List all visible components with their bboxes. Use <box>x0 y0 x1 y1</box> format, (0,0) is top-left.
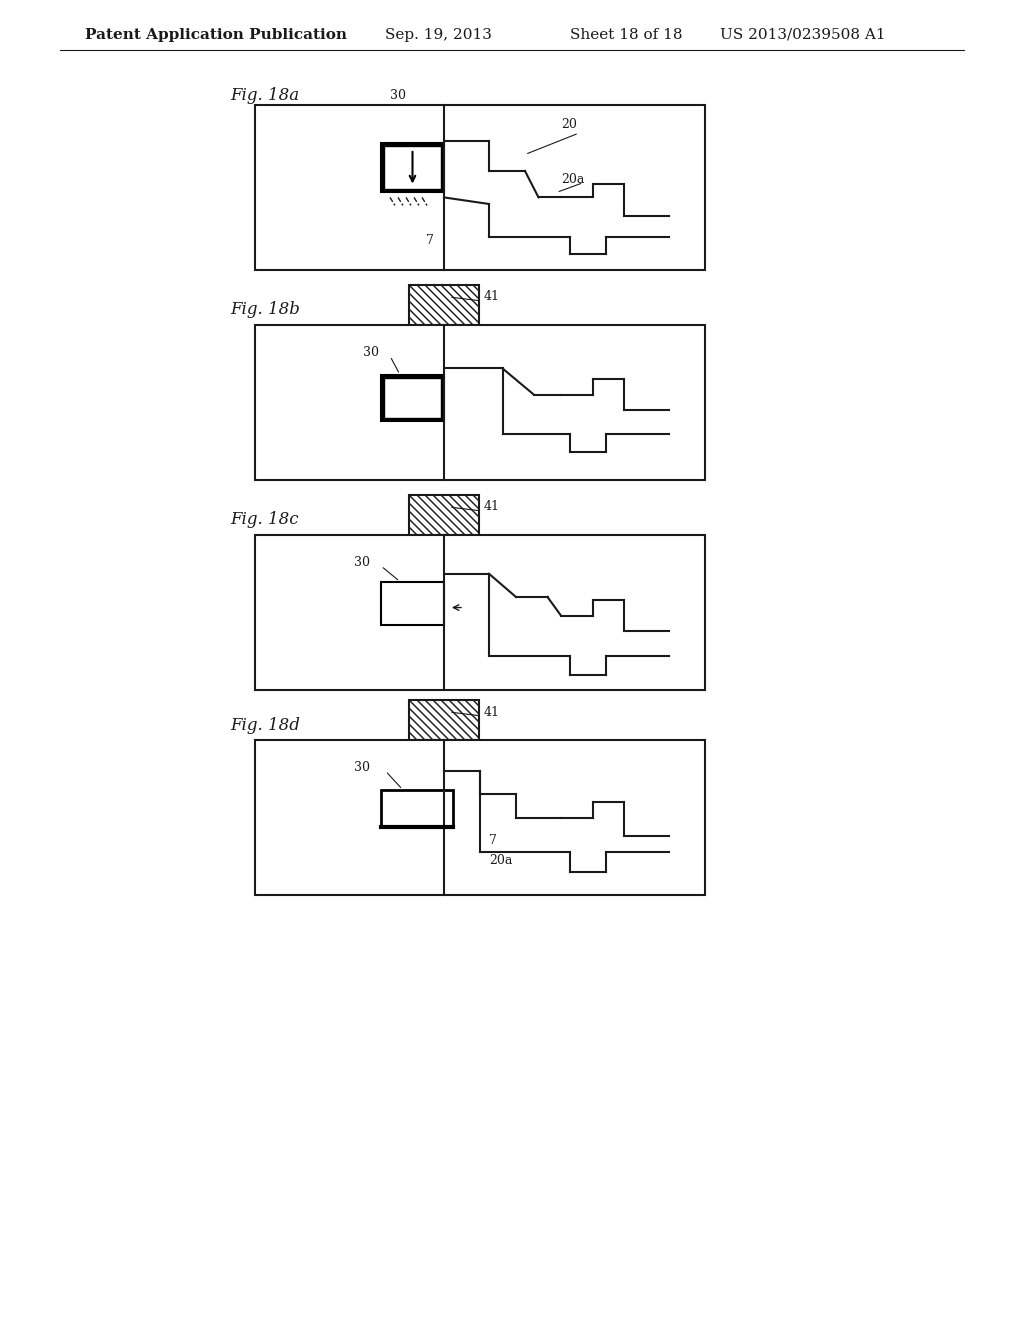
Text: Fig. 18b: Fig. 18b <box>230 301 300 318</box>
Bar <box>409 285 479 325</box>
Bar <box>255 741 705 895</box>
Text: 30: 30 <box>354 557 370 569</box>
Text: 30: 30 <box>390 88 406 102</box>
Text: 20: 20 <box>561 119 577 131</box>
Bar <box>381 375 444 421</box>
Text: Fig. 18a: Fig. 18a <box>230 87 299 103</box>
Text: Fig. 18c: Fig. 18c <box>230 511 299 528</box>
Text: 41: 41 <box>484 500 500 513</box>
Text: 30: 30 <box>362 346 379 359</box>
Text: 20a: 20a <box>561 173 585 186</box>
Text: Patent Application Publication: Patent Application Publication <box>85 28 347 42</box>
Bar <box>384 378 441 418</box>
Text: 7: 7 <box>489 834 497 847</box>
Text: 30: 30 <box>354 762 370 775</box>
Text: 41: 41 <box>484 290 500 304</box>
Bar <box>381 582 444 624</box>
Text: Fig. 18d: Fig. 18d <box>230 717 300 734</box>
Bar <box>409 700 479 741</box>
Text: 41: 41 <box>484 705 500 718</box>
Text: 20a: 20a <box>489 854 512 867</box>
Bar <box>384 147 441 190</box>
Bar <box>255 325 705 480</box>
Bar <box>255 106 705 271</box>
Text: Sep. 19, 2013: Sep. 19, 2013 <box>385 28 492 42</box>
Bar <box>255 535 705 690</box>
Bar <box>409 495 479 535</box>
Text: US 2013/0239508 A1: US 2013/0239508 A1 <box>720 28 886 42</box>
Text: 7: 7 <box>426 234 434 247</box>
Text: Sheet 18 of 18: Sheet 18 of 18 <box>570 28 683 42</box>
Bar <box>381 789 453 826</box>
Bar <box>381 143 444 193</box>
